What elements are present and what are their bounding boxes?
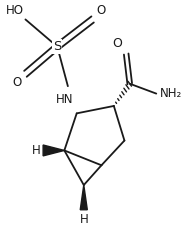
- Text: H: H: [79, 214, 88, 226]
- Polygon shape: [80, 185, 87, 210]
- Text: O: O: [112, 37, 122, 50]
- Text: NH₂: NH₂: [160, 87, 182, 100]
- Text: S: S: [53, 40, 61, 53]
- Text: HN: HN: [56, 93, 73, 106]
- Text: HO: HO: [6, 4, 24, 17]
- Text: O: O: [13, 76, 22, 89]
- Text: H: H: [32, 144, 41, 157]
- Polygon shape: [43, 145, 64, 156]
- Text: O: O: [96, 4, 105, 17]
